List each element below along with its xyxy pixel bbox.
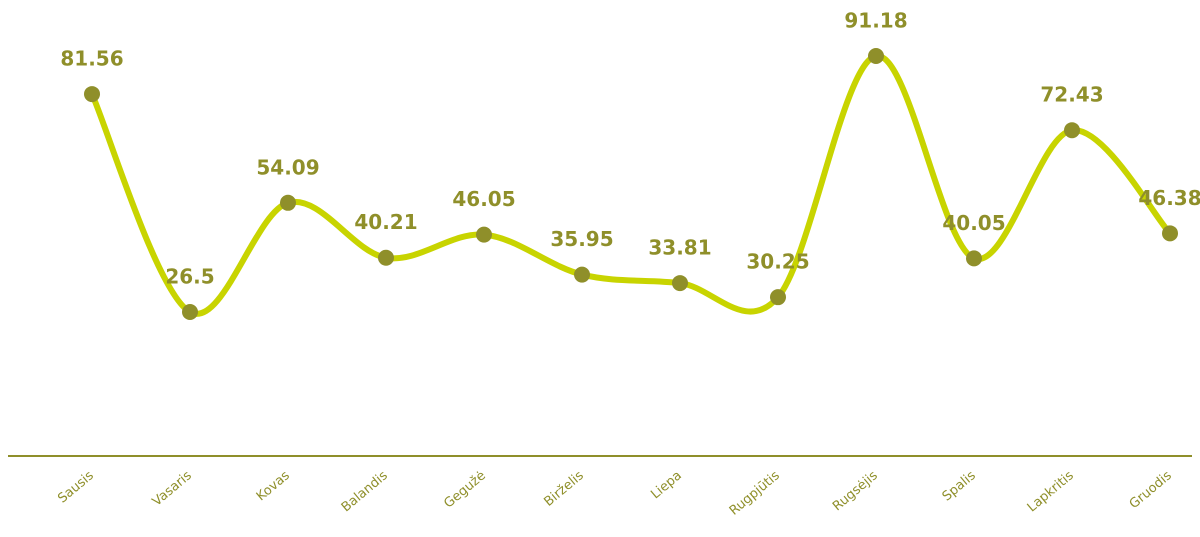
point bbox=[280, 194, 296, 211]
value-label: 46.38 bbox=[1138, 186, 1200, 210]
x-tick-label: Birželis bbox=[541, 468, 587, 510]
point bbox=[868, 48, 884, 64]
value-label: 40.05 bbox=[942, 211, 1005, 235]
x-tick-label: Gruodis bbox=[1127, 468, 1175, 512]
value-label: 46.05 bbox=[452, 187, 515, 211]
value-label: 81.56 bbox=[60, 47, 123, 71]
point bbox=[770, 289, 786, 306]
point bbox=[672, 275, 688, 292]
point bbox=[476, 226, 492, 243]
value-label: 26.5 bbox=[165, 265, 214, 289]
x-tick-label: Sausis bbox=[55, 468, 97, 506]
x-tick-label: Gegužė bbox=[441, 468, 488, 511]
x-tick-label: Liepa bbox=[648, 468, 685, 502]
value-label: 54.09 bbox=[256, 155, 319, 179]
x-tick-label: Spalis bbox=[940, 468, 979, 504]
value-label: 33.81 bbox=[648, 236, 711, 260]
x-tick-label: Rugpjūtis bbox=[727, 468, 783, 519]
point bbox=[966, 250, 982, 267]
x-tick-label: Kovas bbox=[254, 468, 293, 504]
value-label: 91.18 bbox=[844, 9, 907, 33]
point bbox=[84, 86, 100, 103]
value-label: 40.21 bbox=[354, 210, 417, 234]
point bbox=[1064, 122, 1080, 139]
value-label: 72.43 bbox=[1040, 83, 1103, 107]
value-label: 35.95 bbox=[550, 227, 613, 251]
point bbox=[1162, 225, 1178, 242]
x-tick-label: Lapkritis bbox=[1025, 468, 1077, 515]
point bbox=[378, 249, 394, 266]
x-tick-label: Balandis bbox=[339, 468, 391, 515]
point bbox=[574, 266, 590, 283]
line bbox=[89, 53, 1173, 317]
value-label: 30.25 bbox=[746, 250, 809, 274]
x-tick-label: Vasaris bbox=[150, 468, 195, 509]
x-tick-label: Rugsėjis bbox=[830, 468, 881, 514]
point bbox=[182, 304, 198, 320]
